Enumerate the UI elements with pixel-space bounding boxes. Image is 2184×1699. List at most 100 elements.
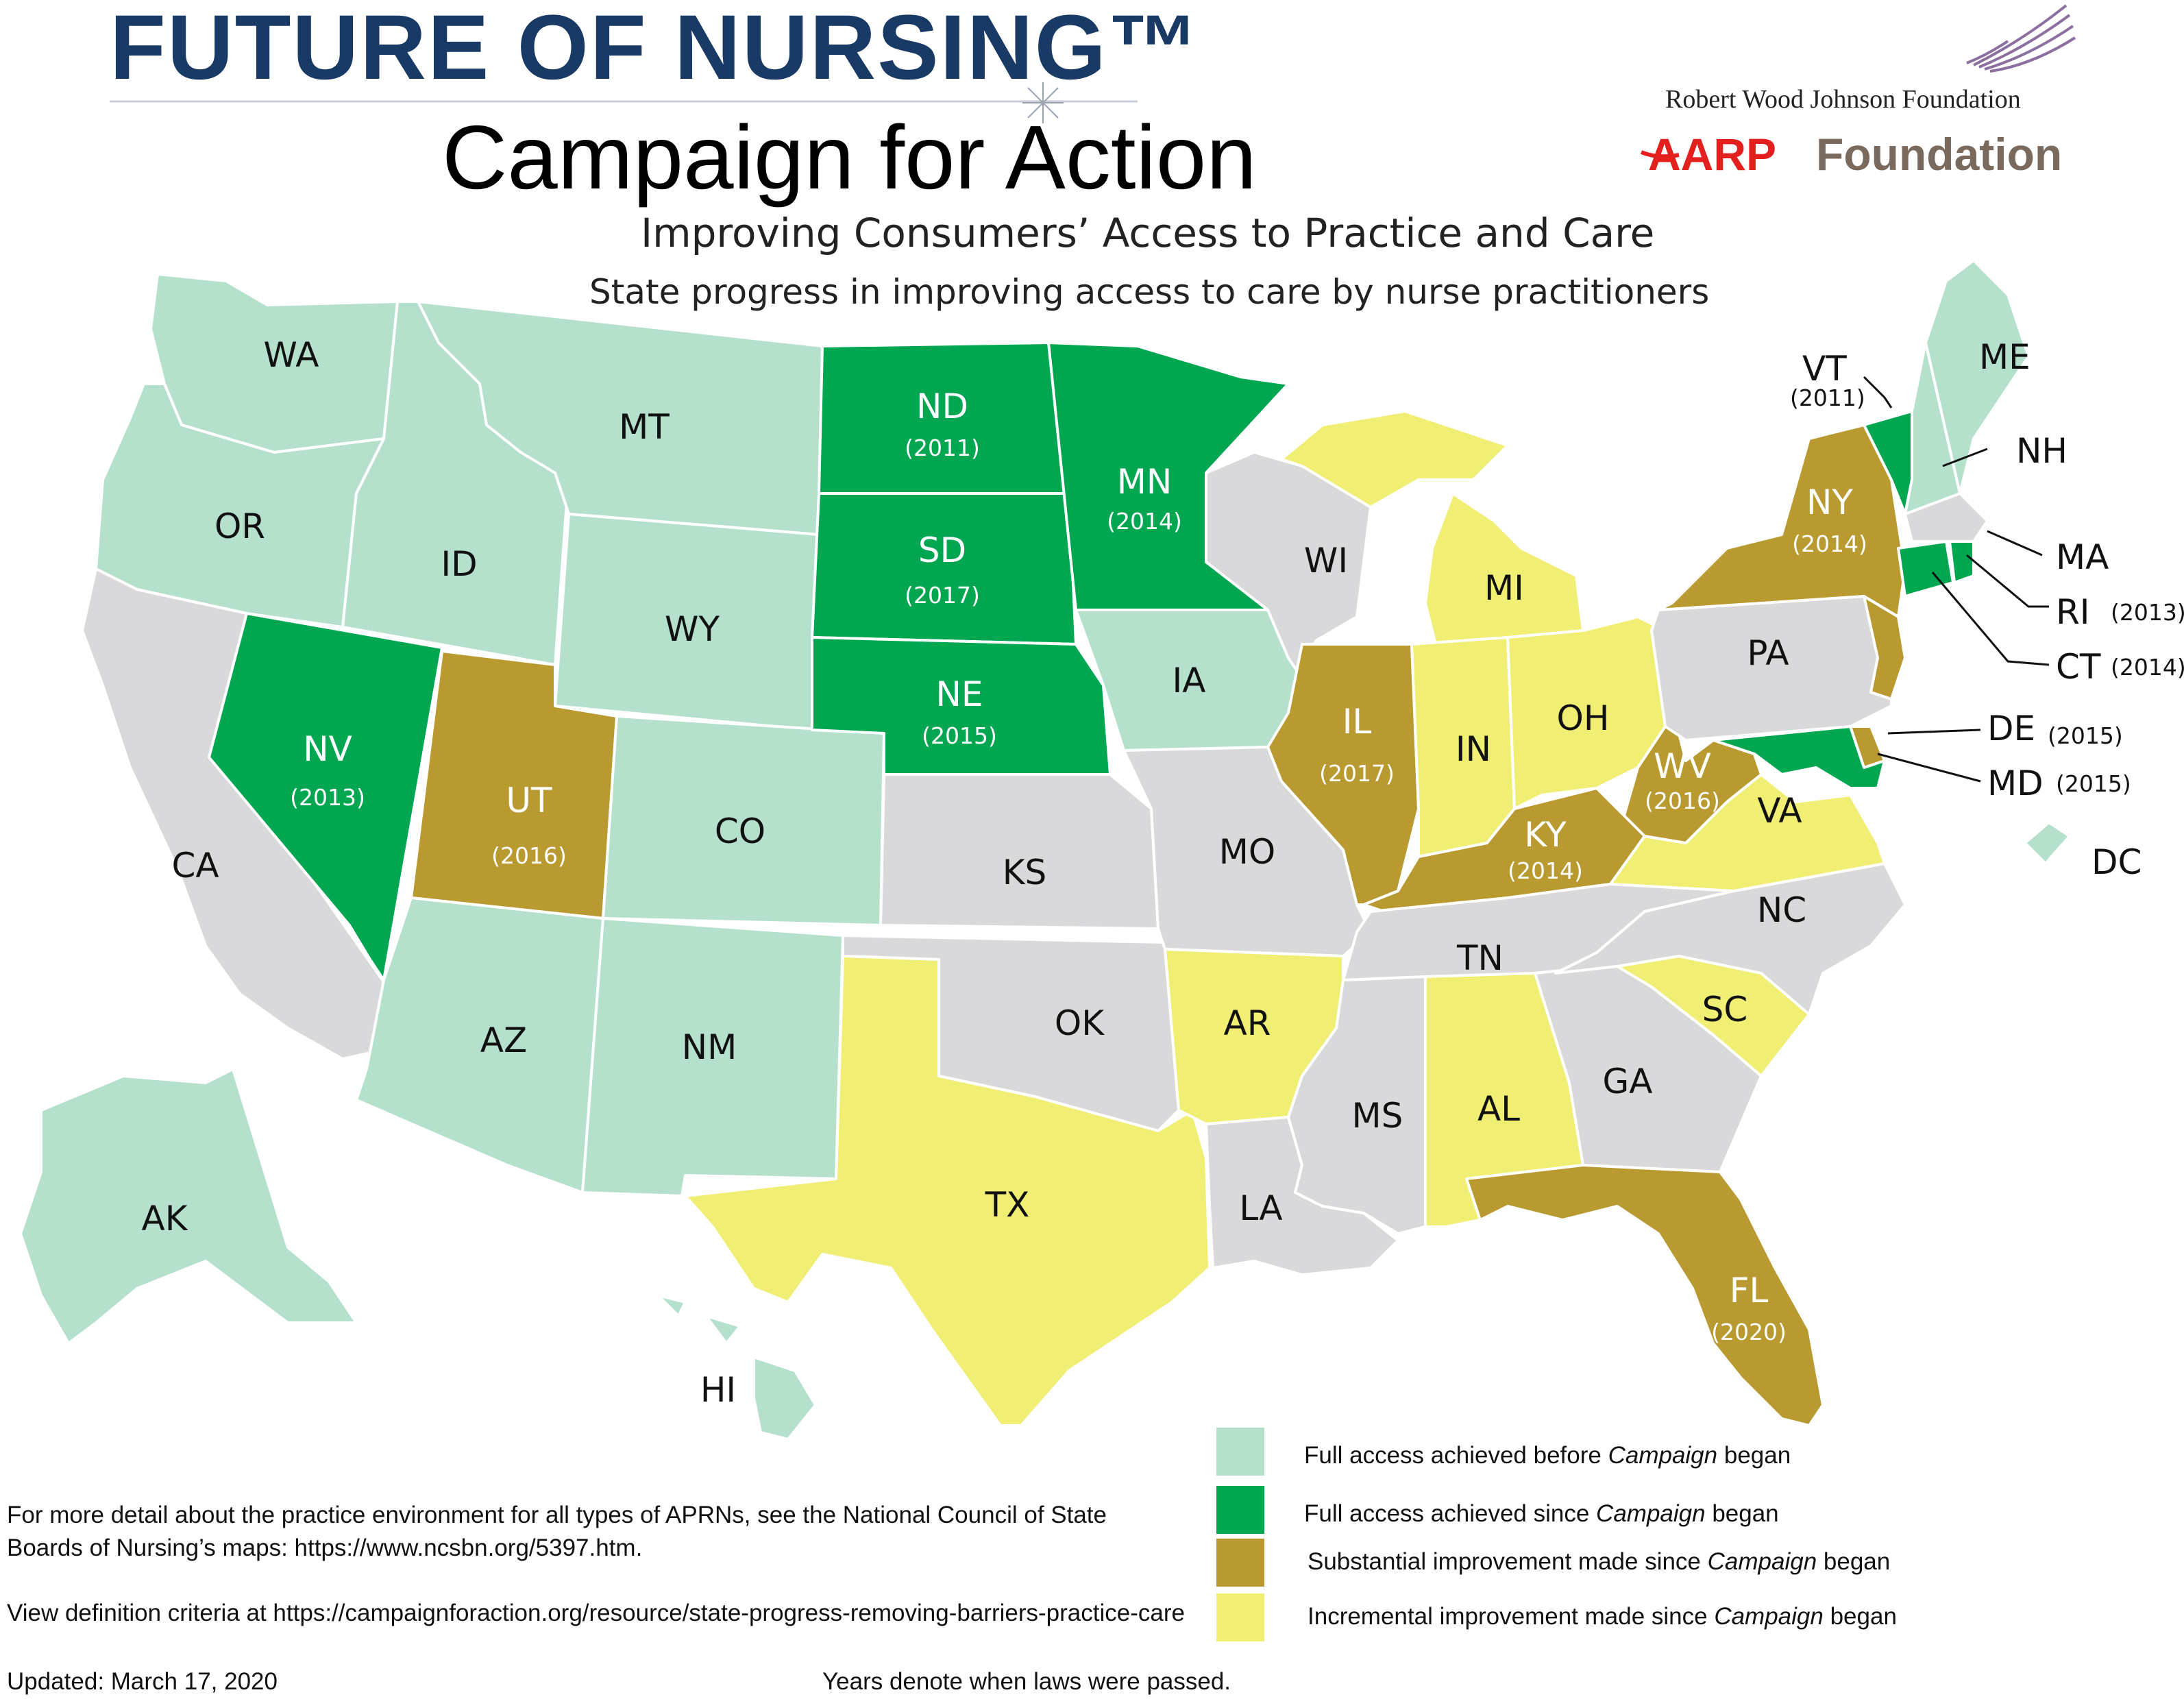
callout-ri: RI (2056, 592, 2090, 632)
callout-me: ME (1979, 337, 2030, 377)
callout-de-year: (2015) (2048, 722, 2123, 749)
state-nv[interactable] (208, 612, 443, 981)
aarp-swoosh-icon (1640, 150, 1680, 159)
state-me[interactable] (1924, 259, 2030, 495)
label-mo: MO (1219, 832, 1276, 872)
callout-vt: VT (1802, 349, 1847, 389)
label-ne: NE (936, 674, 983, 714)
legend-label-incremental: Incremental improvement made since Campa… (1308, 1603, 1897, 1630)
ri-leader (1966, 554, 2049, 608)
label-wa: WA (264, 335, 319, 375)
label-nd: ND (916, 387, 968, 426)
state-wv[interactable] (1623, 725, 1763, 844)
brand-block: FUTURE OF NURSING™ Campaign for Action (110, 0, 1257, 208)
state-ri[interactable] (1948, 540, 1975, 584)
sparkle-icon (1022, 82, 1064, 123)
label-wy: WY (665, 609, 720, 649)
callout-dc: DC (2091, 842, 2142, 882)
note-detail-line2: Boards of Nursing’s maps: https://www.nc… (7, 1535, 642, 1561)
state-ks[interactable] (879, 773, 1160, 930)
label-wv: WV (1654, 746, 1711, 786)
label-pa: PA (1747, 633, 1789, 673)
label-al: AL (1477, 1089, 1520, 1129)
state-ny[interactable] (1657, 424, 1906, 618)
partner-aarp-foundation: Foundation (1816, 129, 2062, 180)
note-criteria: View definition criteria at https://camp… (7, 1600, 1185, 1626)
label-ks: KS (1003, 853, 1047, 892)
state-labels: WA OR CA ID NV MT WY UT AZ CO NM ND SD N… (142, 335, 1978, 1410)
brand-title: FUTURE OF NURSING™ (110, 0, 1201, 99)
label-tn: TN (1456, 938, 1504, 978)
state-ma[interactable] (1904, 492, 1989, 543)
label-nc: NC (1757, 890, 1806, 930)
wing-logo-icon (1966, 4, 2076, 73)
callout-labels: VT (2011) ME NH MA RI (2013) CT (2014) D… (1790, 337, 2184, 882)
callout-ct-year: (2014) (2111, 654, 2184, 681)
callout-md: MD (1987, 763, 2044, 803)
partner-rwjf: Robert Wood Johnson Foundation (1665, 85, 2021, 114)
label-tx: TX (985, 1185, 1030, 1225)
state-dc[interactable] (2024, 821, 2071, 865)
label-az: AZ (480, 1020, 527, 1060)
label-ky-year: (2014) (1508, 857, 1583, 884)
label-ak: AK (142, 1199, 188, 1238)
state-mi[interactable] (1280, 410, 1509, 509)
label-mn: MN (1117, 462, 1173, 502)
label-ar: AR (1224, 1003, 1271, 1043)
label-ny-year: (2014) (1792, 530, 1867, 557)
callout-ct: CT (2056, 647, 2101, 687)
md-leader (1877, 753, 1981, 783)
label-fl: FL (1730, 1271, 1769, 1310)
label-in: IN (1456, 729, 1491, 769)
legend: Full access achieved before Campaign beg… (1216, 1428, 1897, 1641)
label-ut-year: (2016) (491, 842, 567, 869)
legend-swatch-substantial (1216, 1539, 1264, 1587)
page-title: Improving Consumers’ Access to Practice … (641, 210, 1654, 256)
label-fl-year: (2020) (1711, 1319, 1787, 1345)
partner-aarp-red: AARP (1648, 129, 1776, 180)
state-fl[interactable] (1465, 1164, 1824, 1427)
vt-leader (1863, 376, 1893, 408)
label-wv-year: (2016) (1645, 787, 1720, 814)
de-leader (1887, 729, 1981, 735)
ma-leader (1987, 530, 2043, 557)
state-nj[interactable] (1863, 595, 1906, 700)
brand-subtitle: Campaign for Action (442, 107, 1257, 208)
label-nd-year: (2011) (905, 435, 980, 461)
label-la: LA (1239, 1188, 1282, 1228)
label-wi: WI (1304, 541, 1348, 580)
label-id: ID (441, 544, 477, 584)
callout-vt-year: (2011) (1790, 384, 1865, 411)
label-nv-year: (2013) (290, 784, 365, 811)
label-ny: NY (1806, 482, 1853, 522)
legend-label-full-since: Full access achieved since Campaign bega… (1304, 1500, 1779, 1527)
state-md[interactable] (1712, 725, 1886, 790)
label-or: OR (214, 506, 265, 546)
page-subtitle: State progress in improving access to ca… (589, 272, 1709, 312)
callout-ri-year: (2013) (2111, 599, 2184, 626)
state-ak[interactable] (19, 1068, 358, 1345)
state-nc[interactable] (1554, 862, 1906, 1016)
state-hi[interactable] (657, 1294, 817, 1441)
note-years: Years denote when laws were passed. (822, 1668, 1231, 1695)
callout-md-year: (2015) (2056, 770, 2131, 797)
label-ut: UT (506, 781, 552, 820)
label-mn-year: (2014) (1107, 508, 1182, 535)
label-ky: KY (1524, 815, 1567, 855)
label-hi: HI (700, 1370, 736, 1410)
label-ok: OK (1055, 1003, 1105, 1043)
legend-swatch-full-before (1216, 1428, 1264, 1476)
label-oh: OH (1557, 698, 1610, 738)
legend-label-full-before: Full access achieved before Campaign beg… (1304, 1442, 1791, 1469)
label-ia: IA (1173, 661, 1206, 700)
nh-leader (1942, 448, 1988, 467)
note-detail-line1: For more detail about the practice envir… (7, 1502, 1107, 1528)
callout-de: DE (1987, 709, 2035, 748)
label-mi: MI (1484, 568, 1524, 608)
state-tx[interactable] (684, 955, 1211, 1427)
legend-swatch-full-since (1216, 1486, 1264, 1534)
legend-swatch-incremental (1216, 1593, 1264, 1641)
states-layer (19, 259, 2071, 1441)
label-sd-year: (2017) (905, 582, 980, 609)
label-il-year: (2017) (1319, 760, 1395, 787)
